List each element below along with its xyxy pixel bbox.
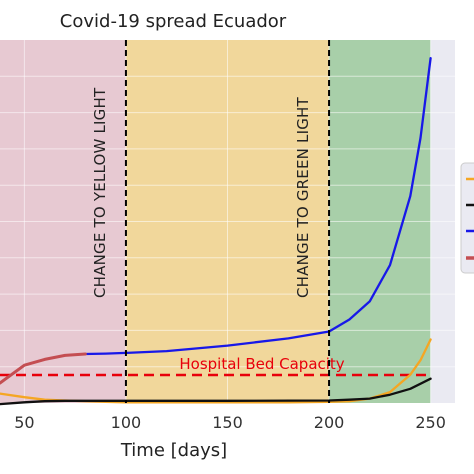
x-axis-label: Time [days] xyxy=(120,440,227,461)
plot-area: Hospital Bed Capacity CHANGE TO YELLOW LI… xyxy=(0,40,455,432)
legend-box xyxy=(460,162,474,274)
legend xyxy=(460,162,474,274)
x-tick-label: 50 xyxy=(14,413,34,432)
phase-change-label-2: CHANGE TO GREEN LIGHT xyxy=(294,96,312,298)
capacity-label: Hospital Bed Capacity xyxy=(179,355,344,373)
chart-title: Covid-19 spread Ecuador xyxy=(60,11,287,32)
x-tick-label: 250 xyxy=(415,413,446,432)
x-tick-label: 100 xyxy=(111,413,142,432)
x-tick-label: 150 xyxy=(212,413,243,432)
phase-change-label-1: CHANGE TO YELLOW LIGHT xyxy=(91,87,109,298)
x-tick-label: 200 xyxy=(314,413,345,432)
series-line-2 xyxy=(0,377,432,406)
series-line-4 xyxy=(0,352,87,385)
